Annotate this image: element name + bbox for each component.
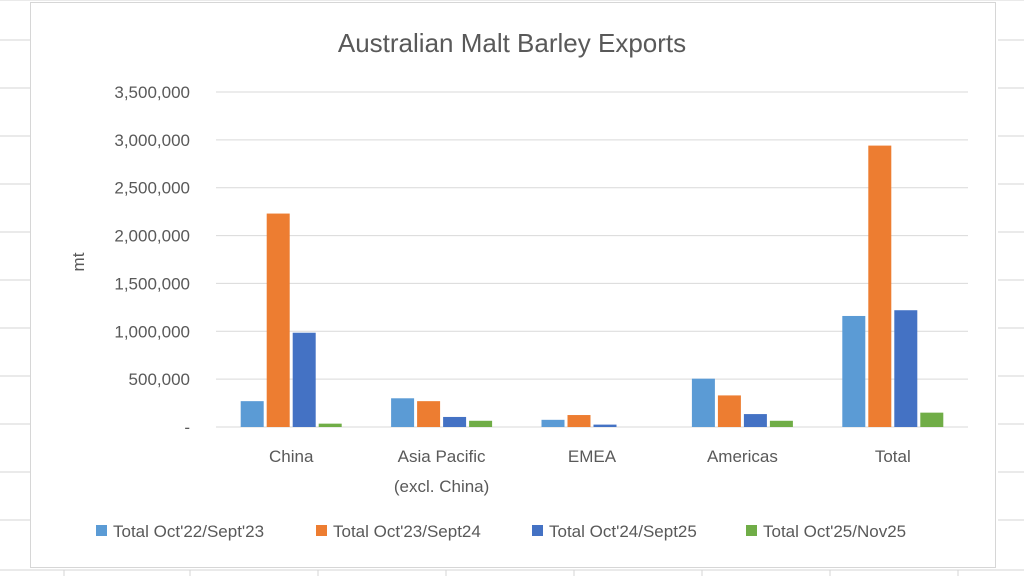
bar <box>417 401 441 427</box>
bar <box>842 315 866 427</box>
y-tick-label: 3,500,000 <box>114 83 190 102</box>
x-tick-label: (excl. China) <box>394 477 489 496</box>
y-tick-label: - <box>184 418 190 437</box>
y-tick-label: 500,000 <box>129 370 190 389</box>
legend-swatch <box>532 525 543 536</box>
bar <box>469 420 493 427</box>
y-tick-label: 2,000,000 <box>114 227 190 246</box>
bar <box>691 378 715 427</box>
chart-title: Australian Malt Barley Exports <box>338 28 686 58</box>
bar <box>894 310 918 427</box>
bar <box>391 398 415 427</box>
y-tick-label: 2,500,000 <box>114 179 190 198</box>
bar <box>240 401 264 427</box>
legend-item[interactable]: Total Oct'24/Sept25 <box>532 522 697 541</box>
bar <box>920 412 944 427</box>
y-tick-label: 3,000,000 <box>114 131 190 150</box>
bars <box>240 145 944 427</box>
x-tick-label: Americas <box>707 447 778 466</box>
bar <box>541 419 565 427</box>
bar <box>443 416 467 427</box>
legend-label: Total Oct'25/Nov25 <box>763 522 906 541</box>
y-axis-ticks: - 500,000 1,000,000 1,500,000 2,000,000 2,500… <box>114 83 190 437</box>
legend: Total Oct'22/Sept'23 Total Oct'23/Sept24 T… <box>96 522 906 541</box>
legend-item[interactable]: Total Oct'23/Sept24 <box>316 522 481 541</box>
x-tick-label: Total <box>875 447 911 466</box>
x-tick-label: Asia Pacific <box>398 447 486 466</box>
bar <box>266 213 290 427</box>
bar <box>292 332 316 427</box>
x-tick-label: EMEA <box>568 447 617 466</box>
legend-label: Total Oct'22/Sept'23 <box>113 522 264 541</box>
bar <box>567 415 591 427</box>
x-tick-label: China <box>269 447 314 466</box>
legend-swatch <box>316 525 327 536</box>
legend-swatch <box>96 525 107 536</box>
x-axis-ticks: China Asia Pacific (excl. China) EMEA Americ… <box>269 447 911 496</box>
bar <box>743 414 767 427</box>
legend-item[interactable]: Total Oct'22/Sept'23 <box>96 522 264 541</box>
y-tick-label: 1,000,000 <box>114 322 190 341</box>
bar <box>717 395 741 427</box>
bar <box>318 423 342 427</box>
bar <box>868 145 892 427</box>
bar <box>769 420 793 427</box>
bar <box>593 424 617 427</box>
legend-item[interactable]: Total Oct'25/Nov25 <box>746 522 906 541</box>
chart-area[interactable] <box>30 2 996 568</box>
y-tick-label: 1,500,000 <box>114 274 190 293</box>
y-axis-label: mt <box>69 252 88 271</box>
legend-label: Total Oct'23/Sept24 <box>333 522 481 541</box>
legend-label: Total Oct'24/Sept25 <box>549 522 697 541</box>
legend-swatch <box>746 525 757 536</box>
